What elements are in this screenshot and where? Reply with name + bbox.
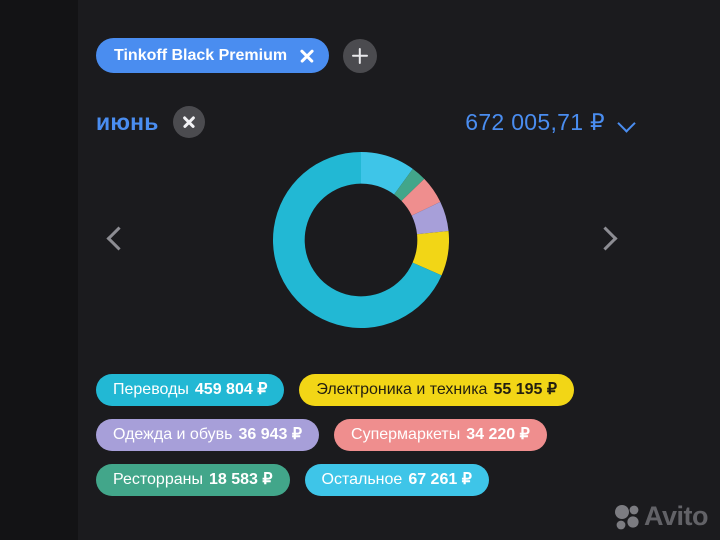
card-filter-chip-tinkoff-black-premium[interactable]: Tinkoff Black Premium	[96, 38, 330, 73]
avito-watermark: Avito	[614, 501, 709, 532]
total-amount-group[interactable]: 672 005,71 ₽	[465, 109, 636, 136]
donut-slice[interactable]	[401, 178, 441, 216]
legend-pill-label: Электроника и техника	[316, 381, 488, 398]
legend-pill-value: 459 804 ₽	[194, 381, 268, 398]
legend-pill-value: 36 943 ₽	[238, 426, 303, 443]
card-filter-row: Tinkoff Black Premium	[96, 38, 378, 73]
donut-slice[interactable]	[361, 152, 413, 195]
legend-pill-label: Переводы	[113, 381, 189, 398]
avito-watermark-text: Avito	[644, 501, 709, 531]
legend-pill-label: Ресторраны	[113, 471, 203, 488]
legend-pill[interactable]: Остальное 67 261 ₽	[304, 464, 489, 496]
donut-slice[interactable]	[411, 201, 449, 235]
legend-pill-value: 34 220 ₽	[466, 426, 530, 443]
add-filter-button[interactable]	[343, 38, 378, 73]
chevron-right-icon[interactable]	[590, 222, 620, 256]
legend-pill-label: Супермаркеты	[351, 426, 461, 443]
period-summary-row: июнь 672 005,71 ₽	[96, 103, 636, 141]
legend-pill-value: 55 195 ₽	[493, 381, 558, 398]
category-legend: Переводы 459 804 ₽ Электроника и техника 55…	[96, 374, 630, 496]
chevron-down-icon[interactable]	[618, 117, 636, 128]
donut-svg	[273, 152, 449, 328]
legend-pill-label: Одежда и обувь	[113, 426, 233, 443]
avito-dots-logo	[615, 504, 639, 529]
legend-pill[interactable]: Супермаркеты 34 220 ₽	[334, 419, 547, 451]
donut-graphic	[273, 152, 449, 328]
donut-slice-group	[273, 152, 449, 328]
clear-period-close-icon[interactable]	[172, 106, 205, 138]
legend-pill[interactable]: Одежда и обувь 36 943 ₽	[96, 419, 320, 451]
total-amount-value: 672 005,71 ₽	[465, 108, 605, 135]
spending-donut-chart	[96, 150, 626, 355]
chevron-left-icon[interactable]	[104, 222, 134, 256]
legend-pill[interactable]: Электроника и техника 55 195 ₽	[299, 374, 575, 406]
close-icon[interactable]	[299, 48, 314, 63]
donut-slice[interactable]	[412, 230, 449, 276]
period-group: июнь	[96, 106, 205, 138]
period-month-label[interactable]: июнь	[96, 108, 159, 135]
legend-pill[interactable]: Ресторраны 18 583 ₽	[96, 464, 290, 496]
legend-pill[interactable]: Переводы 459 804 ₽	[96, 374, 285, 406]
legend-pill-label: Остальное	[321, 471, 403, 488]
legend-pill-value: 67 261 ₽	[408, 471, 472, 488]
legend-pill-value: 18 583 ₽	[208, 471, 273, 488]
donut-slice[interactable]	[273, 152, 442, 328]
donut-slice[interactable]	[394, 168, 425, 201]
card-filter-chip-label: Tinkoff Black Premium	[114, 46, 288, 64]
